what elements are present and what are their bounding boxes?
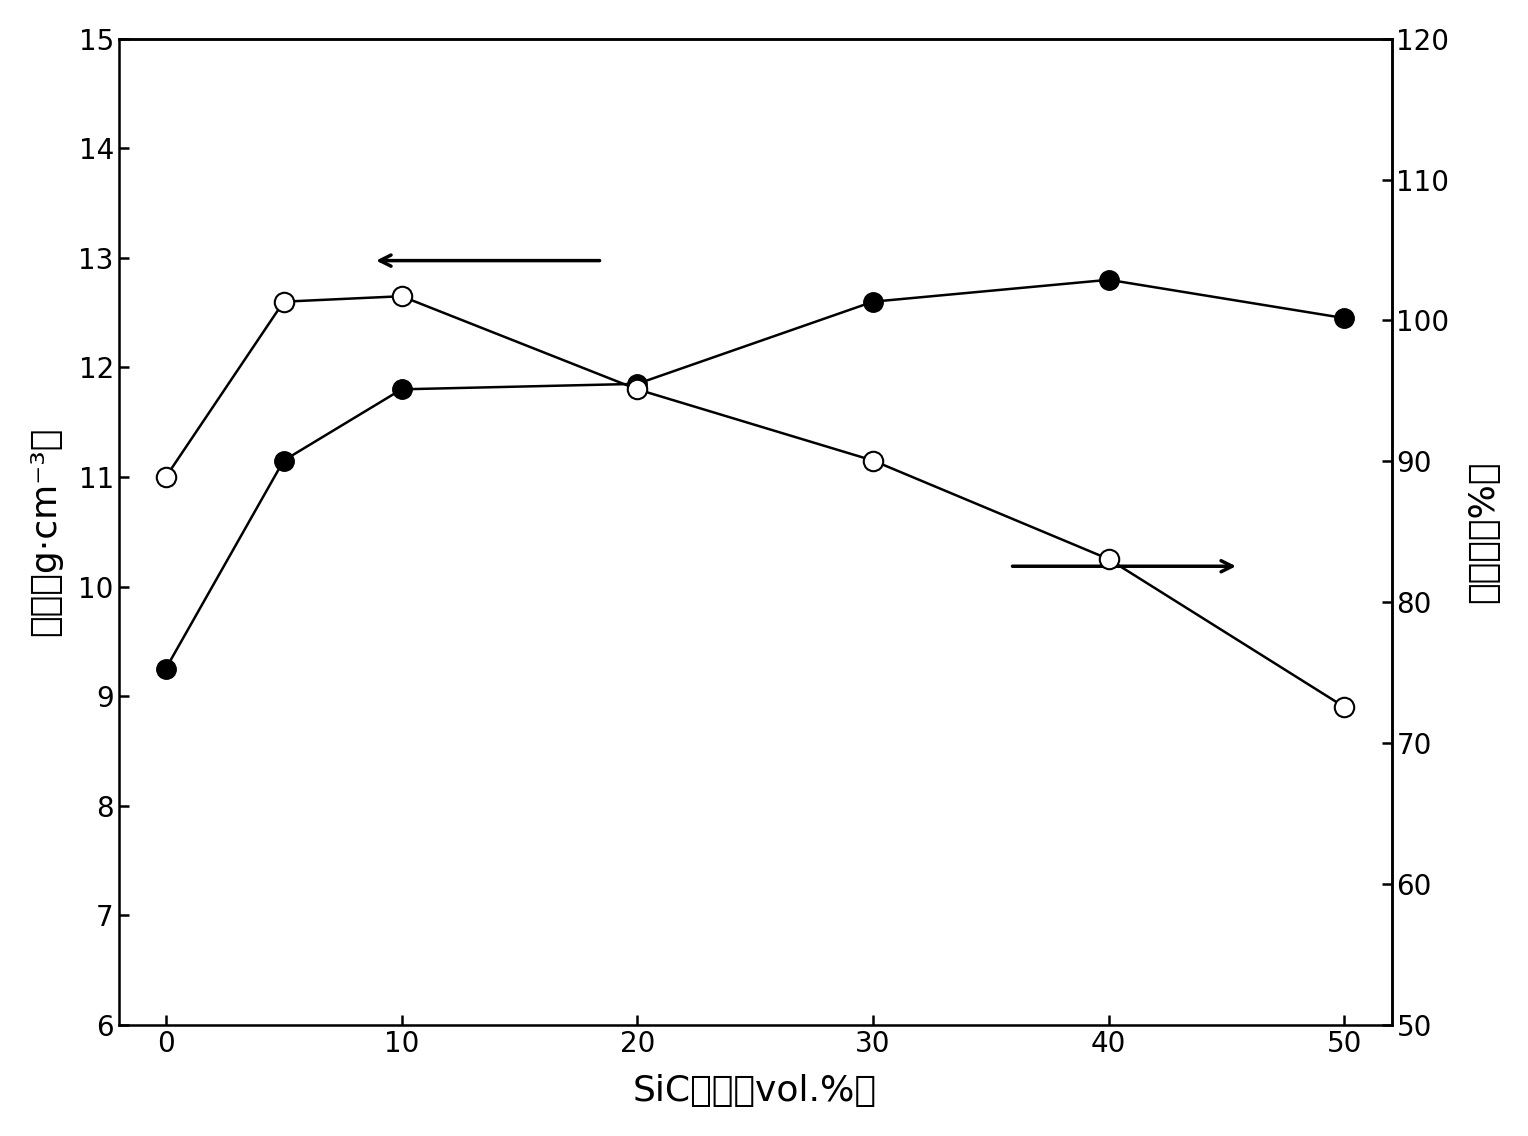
X-axis label: SiC含量（vol.%）: SiC含量（vol.%） xyxy=(633,1075,877,1109)
Y-axis label: 致密度（%）: 致密度（%） xyxy=(1467,460,1500,603)
Y-axis label: 密度（g·cm⁻³）: 密度（g·cm⁻³） xyxy=(28,427,61,636)
